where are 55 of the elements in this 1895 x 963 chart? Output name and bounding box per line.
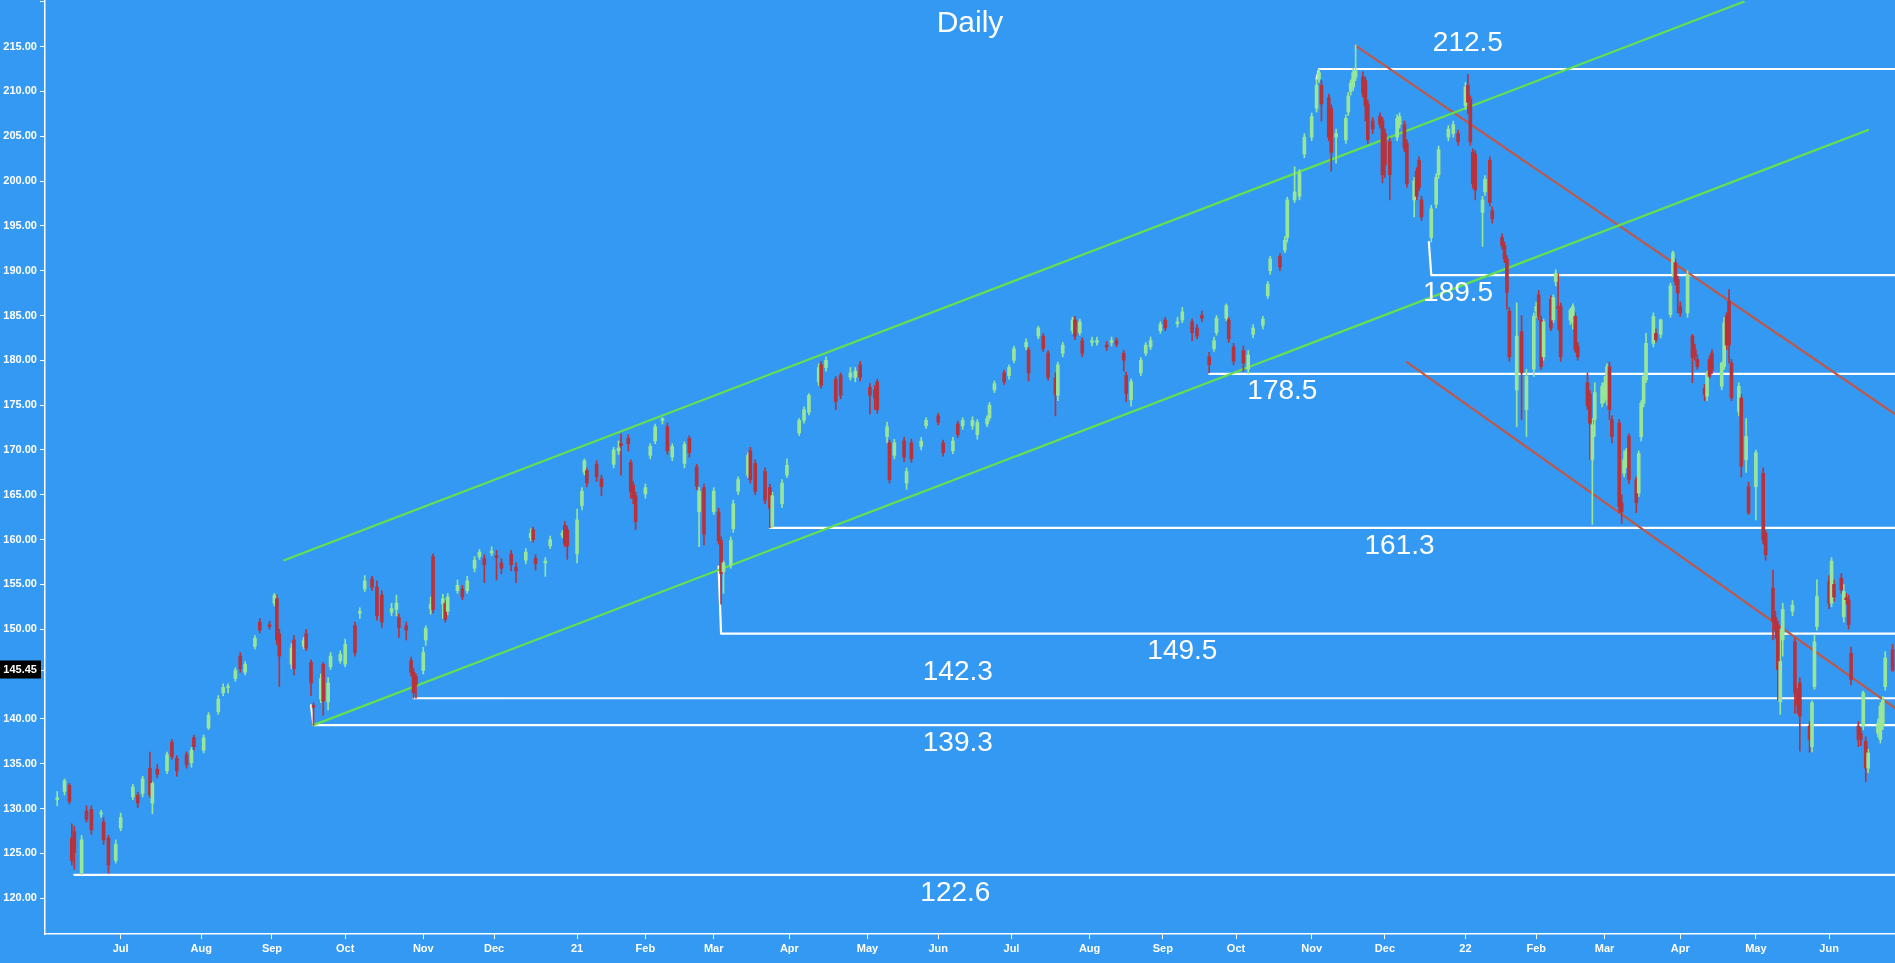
x-tick-label: Nov [1301, 941, 1323, 954]
y-tick-label: 135.00 [3, 756, 37, 769]
y-tick-label: 190.00 [3, 263, 37, 276]
y-tick-label: 155.00 [3, 577, 37, 590]
x-tick-label: Oct [336, 941, 355, 954]
annotation: 212.5 [1432, 25, 1503, 57]
x-tick-label: Dec [483, 941, 505, 954]
y-tick-label: 120.00 [3, 891, 37, 904]
y-tick-label: 150.00 [3, 622, 37, 635]
annotation: 161.3 [1364, 528, 1435, 560]
y-tick-label: 200.00 [3, 174, 37, 187]
candlestick [514, 562, 518, 583]
annotation: 178.5 [1247, 374, 1318, 406]
x-tick-label: Feb [1526, 941, 1547, 954]
x-tick-label: May [856, 941, 880, 954]
annotation: 142.3 [922, 654, 993, 686]
y-tick-label: 205.00 [3, 129, 37, 142]
chart-title: Daily [936, 5, 1004, 39]
x-tick-label: 21 [570, 941, 584, 954]
candlestick [55, 791, 60, 807]
y-tick-label: 175.00 [3, 398, 37, 411]
annotation: 139.3 [922, 725, 993, 757]
x-tick-label: Aug [190, 941, 212, 954]
x-tick-label: Jul [1003, 941, 1020, 954]
x-tick-label: 22 [1459, 941, 1472, 954]
y-tick-label: 140.00 [3, 711, 37, 724]
y-tick-label: 215.00 [3, 39, 37, 52]
y-tick-label: 170.00 [3, 443, 37, 455]
x-tick-label: Mar [1594, 941, 1616, 954]
y-tick-label: 145.45 [3, 663, 37, 676]
y-tick-label: 125.00 [3, 846, 37, 859]
y-tick-label: 185.00 [3, 308, 37, 321]
y-tick-label: 180.00 [3, 353, 37, 366]
x-tick-label: Jul [112, 941, 129, 954]
x-tick-label: Jun [1819, 941, 1840, 954]
y-tick-label: 210.00 [3, 84, 37, 97]
x-tick-label: Apr [779, 941, 800, 954]
x-tick-label: Nov [412, 941, 435, 954]
y-tick-label: 165.00 [3, 487, 37, 500]
x-tick-label: Mar [703, 941, 725, 954]
x-tick-label: Sep [261, 941, 283, 954]
annotation: 149.5 [1147, 634, 1218, 666]
x-tick-label: Jun [928, 941, 949, 954]
y-tick-label: 195.00 [3, 218, 37, 231]
x-tick-label: Oct [1226, 941, 1246, 954]
y-tick-label: 130.00 [3, 801, 37, 814]
y-tick-label: 160.00 [3, 532, 37, 545]
x-tick-label: May [1745, 941, 1768, 954]
x-tick-label: Sep [1152, 941, 1174, 954]
x-tick-label: Apr [1670, 941, 1691, 954]
candlestick [1334, 128, 1338, 164]
x-tick-label: Dec [1374, 941, 1395, 954]
x-tick-label: Feb [635, 941, 656, 954]
annotation: 122.6 [920, 875, 991, 907]
x-tick-label: Aug [1078, 941, 1101, 954]
